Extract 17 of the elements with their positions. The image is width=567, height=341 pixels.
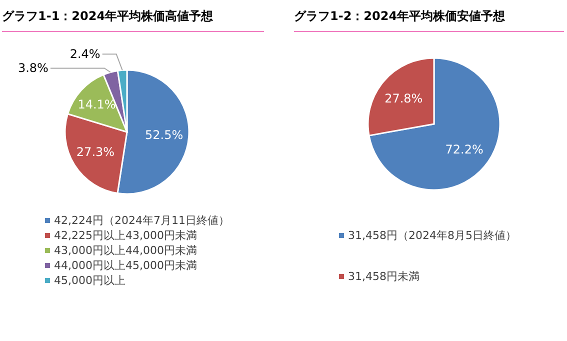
legend-label: 31,458円（2024年8月5日終値）: [348, 229, 516, 242]
data-label: 27.3%: [76, 144, 115, 159]
legend-label: 44,000円以上45,000円未満: [54, 259, 197, 272]
legend-label: 43,000円以上44,000円未満: [54, 244, 197, 257]
chart-title: グラフ1-1：2024年平均株価高値予想: [2, 8, 264, 32]
data-label: 3.8%: [18, 61, 48, 76]
data-label: 27.8%: [384, 92, 423, 106]
data-label: 14.1%: [78, 97, 116, 112]
chart-title: グラフ1-2：2024年平均株価安値予想: [294, 8, 564, 32]
legend-label: 42,225円以上43,000円未満: [54, 229, 197, 242]
data-label: 52.5%: [145, 128, 184, 142]
legend-label: 42,224円（2024年7月11日終値）: [54, 214, 230, 227]
pie-slice: [368, 57, 501, 191]
legend-label: 31,458円未満: [348, 270, 420, 283]
data-label: 2.4%: [70, 47, 100, 62]
data-label: 72.2%: [445, 142, 484, 156]
legend-label: 45,000円以上: [54, 274, 126, 287]
